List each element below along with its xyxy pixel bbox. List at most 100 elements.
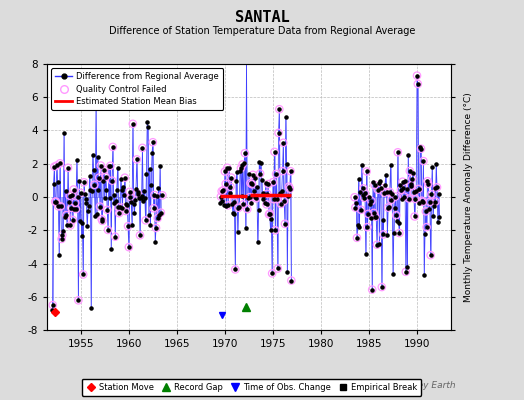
Point [281, 221, 289, 227]
Point [231, 211, 239, 217]
Point [396, 182, 405, 188]
Point [223, 164, 232, 171]
Point [124, 223, 132, 229]
Point [239, 201, 247, 208]
Point [112, 198, 120, 204]
Point [84, 203, 93, 209]
Point [254, 207, 263, 214]
Point [405, 195, 413, 202]
Point [278, 168, 287, 174]
Point [276, 190, 285, 196]
Point [419, 158, 428, 164]
Point [269, 179, 277, 185]
Point [373, 242, 381, 248]
Point [118, 204, 127, 211]
Point [277, 201, 285, 207]
Point [368, 286, 376, 293]
Point [374, 186, 382, 193]
Point [232, 178, 241, 184]
Point [435, 214, 444, 220]
Point [105, 194, 114, 201]
Point [397, 186, 405, 193]
Point [230, 198, 238, 205]
Point [256, 170, 264, 177]
Point [371, 214, 379, 220]
Point [369, 210, 378, 216]
Point [280, 198, 288, 204]
Point [430, 203, 438, 209]
Point [403, 264, 411, 270]
Point [431, 198, 440, 205]
Point [286, 186, 294, 192]
Point [278, 168, 287, 174]
Point [394, 149, 402, 156]
Point [240, 160, 248, 166]
Point [265, 211, 273, 218]
Point [242, 225, 250, 231]
Point [132, 186, 140, 192]
Point [256, 170, 264, 177]
Point [108, 178, 116, 184]
Point [360, 194, 368, 201]
Point [351, 194, 359, 200]
Point [359, 185, 367, 192]
Point [363, 168, 371, 175]
Point [118, 204, 127, 211]
Point [359, 185, 367, 192]
Point [377, 184, 385, 191]
Point [378, 284, 386, 290]
Point [149, 139, 157, 146]
Point [110, 200, 118, 206]
Point [131, 197, 139, 204]
Point [137, 194, 145, 201]
Point [259, 190, 268, 196]
Point [268, 270, 276, 276]
Point [279, 140, 288, 146]
Point [230, 198, 238, 205]
Point [58, 232, 67, 238]
Point [69, 217, 77, 223]
Point [52, 162, 61, 169]
Point [157, 210, 165, 216]
Point [265, 211, 273, 218]
Point [117, 176, 125, 182]
Point [370, 182, 379, 188]
Point [280, 198, 288, 204]
Point [108, 144, 117, 150]
Point [108, 144, 117, 150]
Point [74, 297, 83, 304]
Point [407, 183, 415, 189]
Point [383, 231, 391, 238]
Point [67, 205, 75, 211]
Point [68, 192, 76, 198]
Point [63, 222, 71, 228]
Point [376, 178, 385, 185]
Point [243, 206, 252, 212]
Point [431, 198, 440, 205]
Point [125, 244, 133, 250]
Point [413, 81, 422, 87]
Point [257, 159, 265, 166]
Point [70, 206, 79, 212]
Point [234, 205, 243, 211]
Point [126, 194, 135, 200]
Point [146, 222, 155, 228]
Point [57, 203, 65, 210]
Point [380, 190, 388, 196]
Point [225, 190, 234, 196]
Point [421, 230, 429, 237]
Point [237, 165, 245, 171]
Point [272, 196, 281, 202]
Legend: Station Move, Record Gap, Time of Obs. Change, Empirical Break: Station Move, Record Gap, Time of Obs. C… [82, 378, 421, 396]
Point [246, 194, 254, 200]
Point [99, 178, 107, 184]
Point [139, 198, 147, 204]
Point [383, 189, 391, 195]
Point [239, 201, 247, 208]
Point [362, 251, 370, 258]
Point [83, 223, 91, 230]
Point [58, 232, 67, 238]
Point [220, 202, 228, 208]
Point [281, 221, 289, 227]
Point [158, 192, 167, 198]
